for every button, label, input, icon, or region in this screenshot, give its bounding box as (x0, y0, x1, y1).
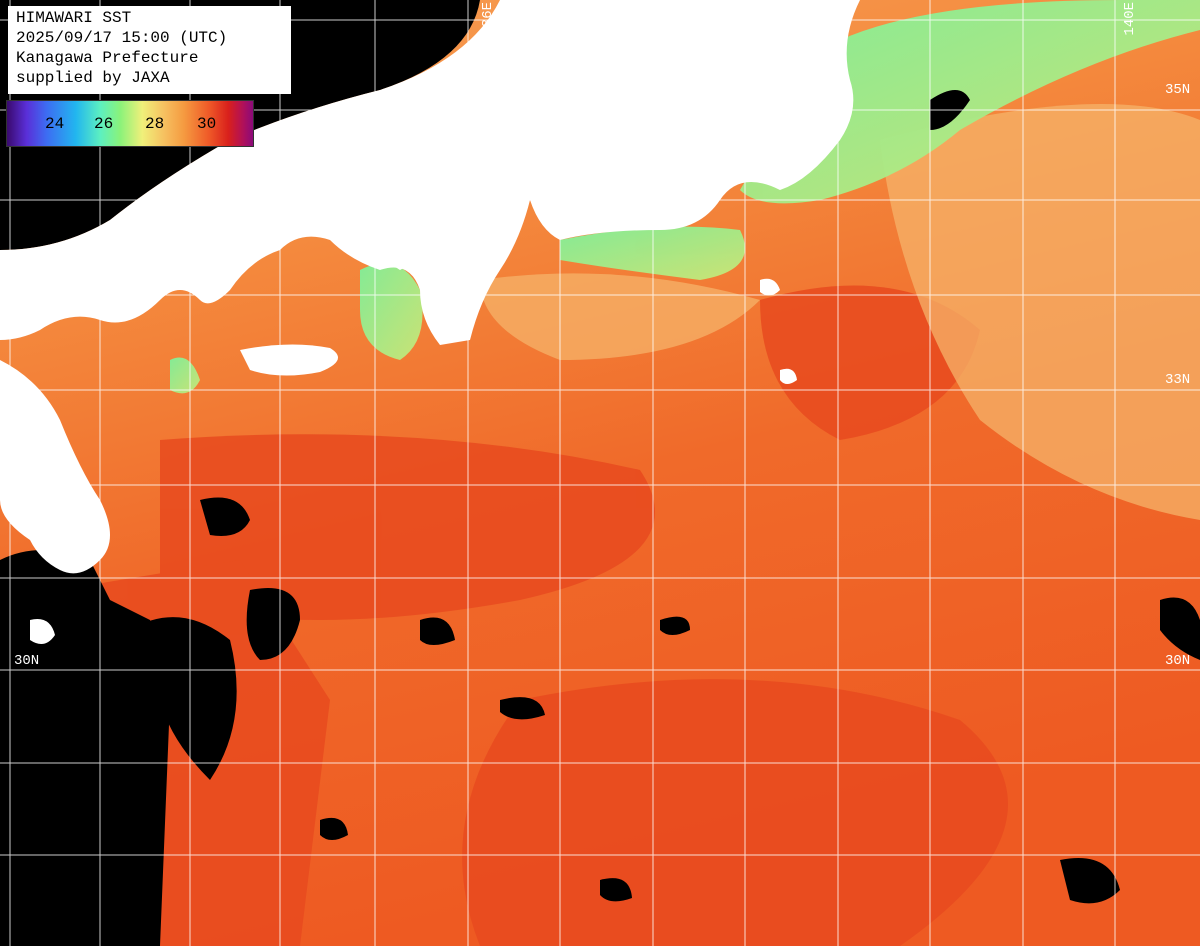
lat-label-30n-right: 30N (1165, 653, 1191, 669)
lon-label-140e: 140E (1122, 2, 1138, 36)
cool-coastal-water (170, 0, 1200, 394)
lat-label-33n: 33N (1165, 372, 1191, 388)
map-region: Kanagawa Prefecture (16, 49, 199, 67)
legend-tick-30: 30 (197, 115, 217, 133)
legend-tick-28: 28 (145, 115, 165, 133)
map-datetime: 2025/09/17 15:00 (UTC) (16, 29, 228, 47)
info-box: HIMAWARI SST 2025/09/17 15:00 (UTC) Kana… (8, 6, 291, 94)
legend-tick-26: 26 (94, 115, 114, 133)
map-credit: supplied by JAXA (16, 69, 170, 87)
lat-label-35n: 35N (1165, 82, 1191, 98)
lat-label-30n-left: 30N (14, 653, 40, 669)
color-scale-legend: 24 26 28 30 (6, 100, 254, 147)
land-mass (0, 0, 860, 644)
map-title: HIMAWARI SST (16, 9, 132, 27)
lon-label-136e: 136E (480, 2, 496, 36)
legend-tick-24: 24 (45, 115, 65, 133)
